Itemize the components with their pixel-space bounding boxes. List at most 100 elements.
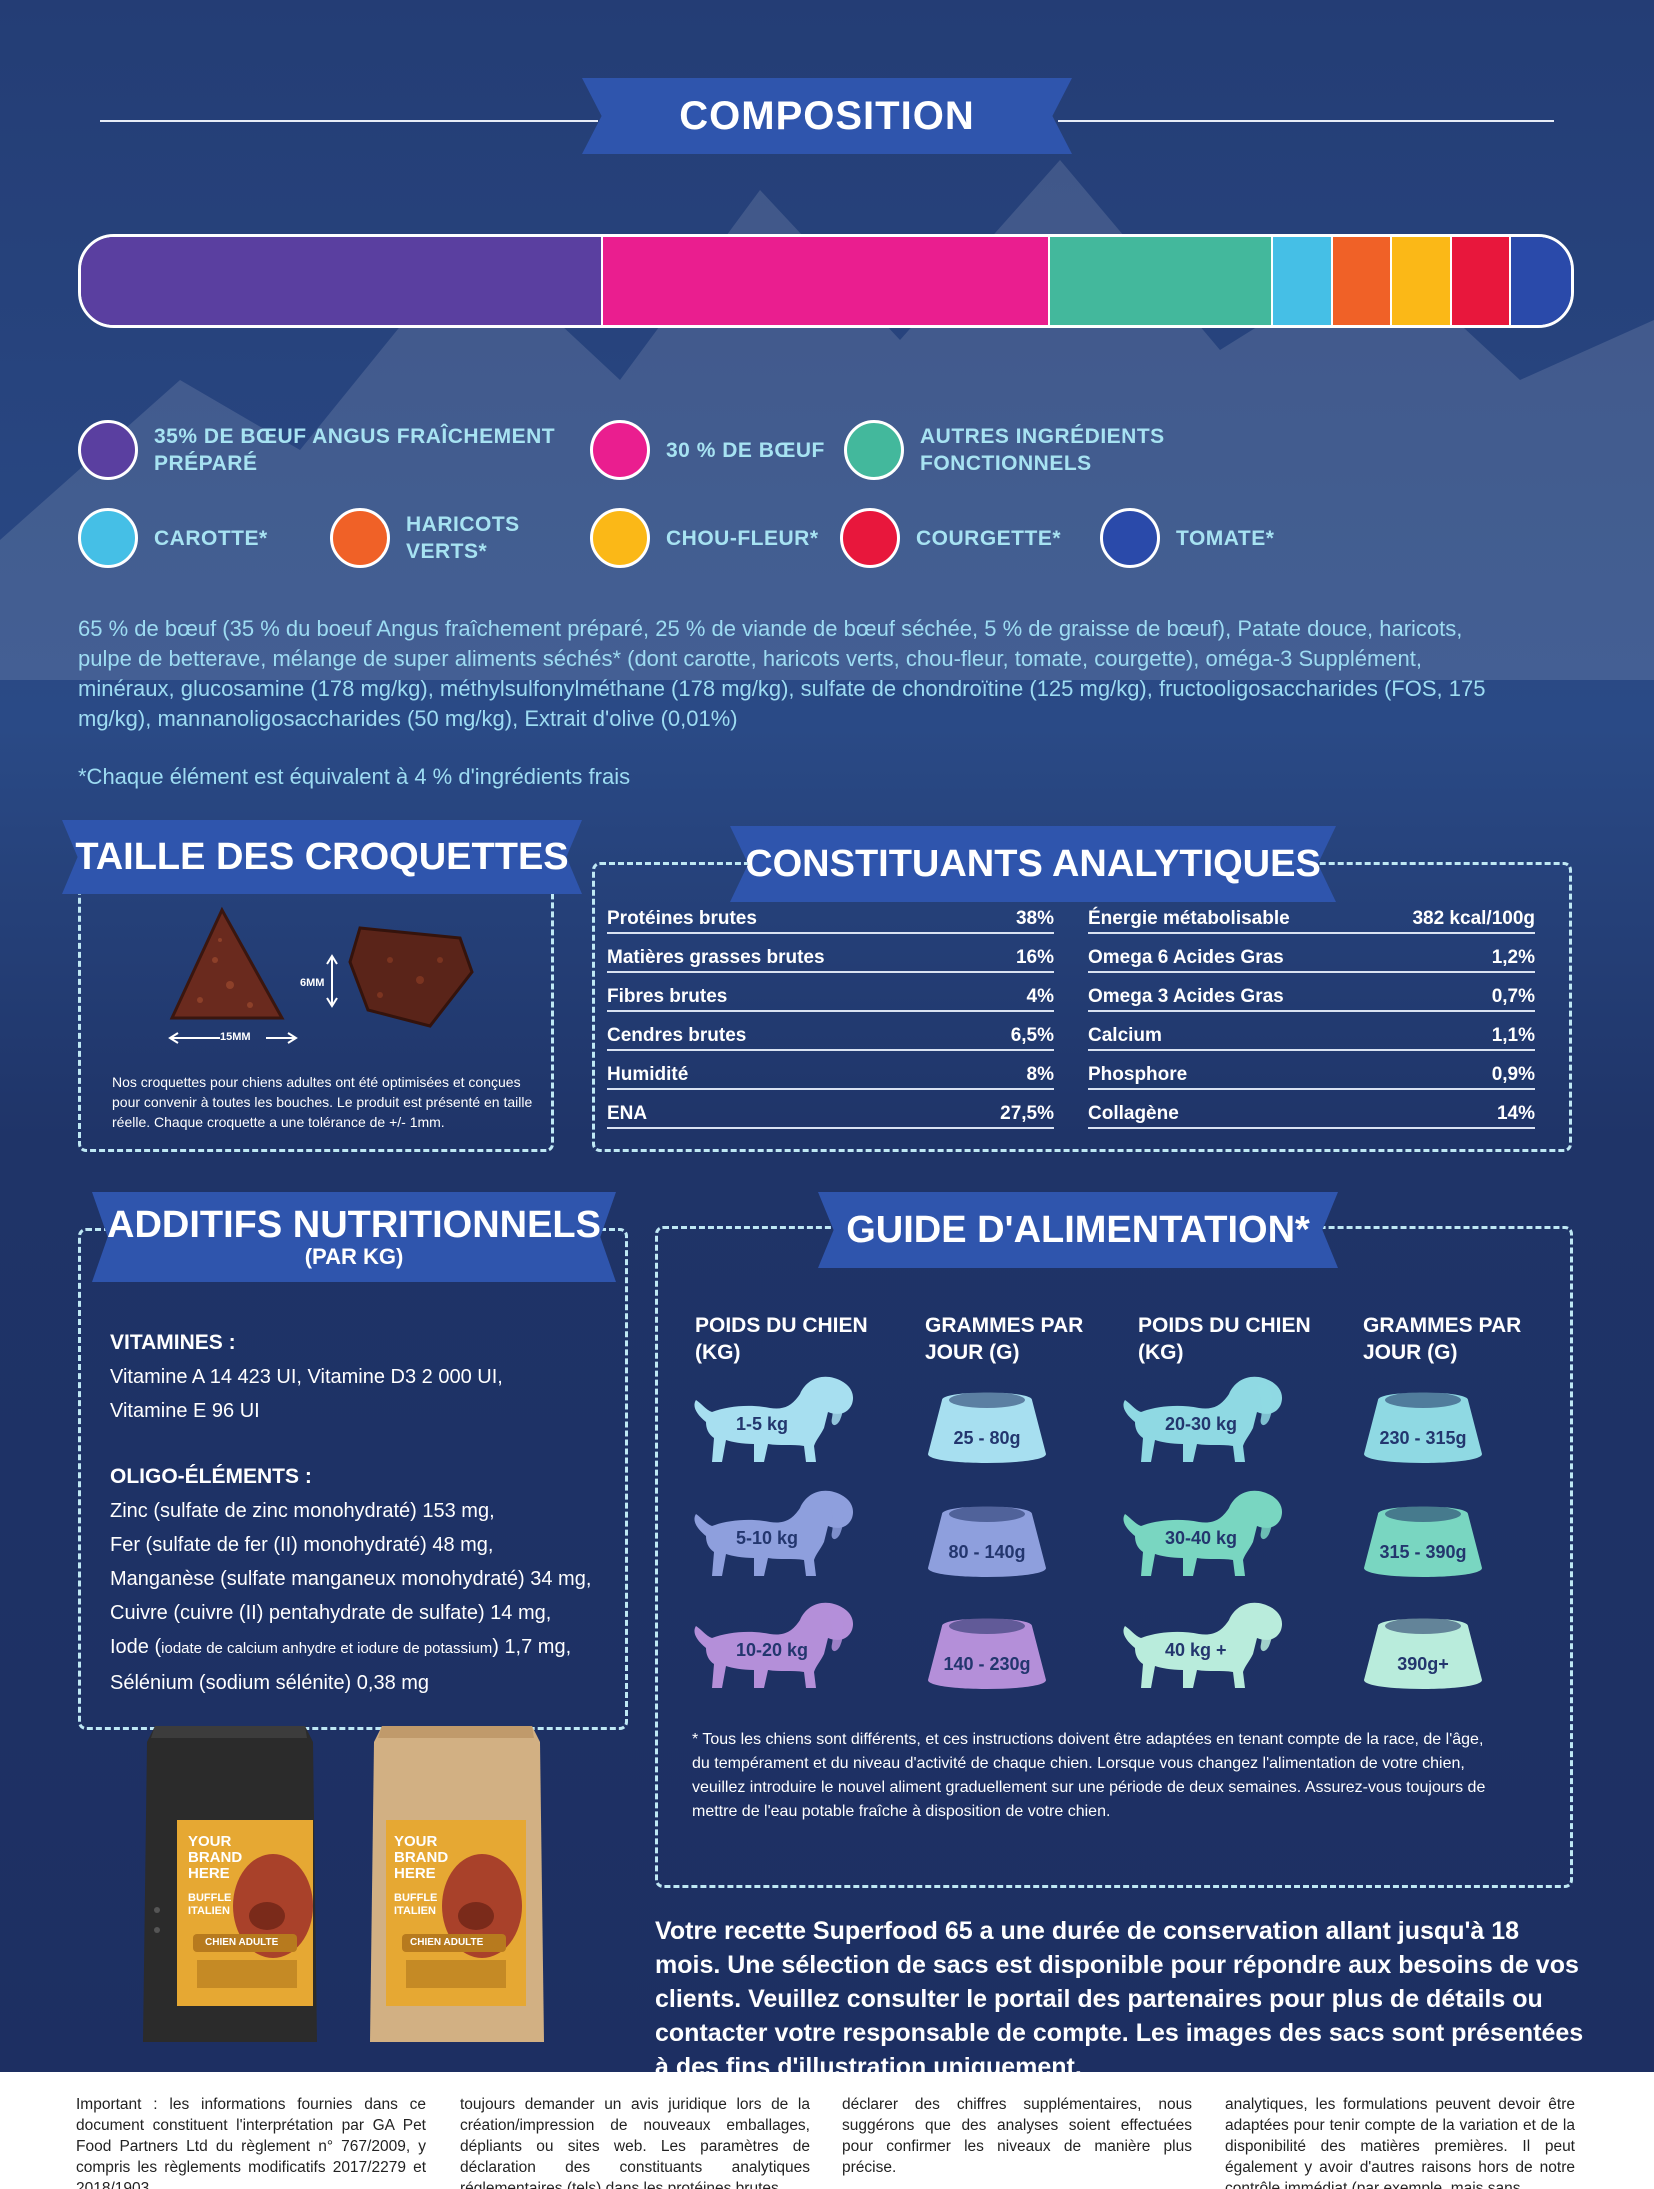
analytique-label: Collagène <box>1088 1103 1179 1124</box>
guide-title: GUIDE D'ALIMENTATION* <box>846 1208 1310 1251</box>
analytique-label: Calcium <box>1088 1025 1162 1046</box>
legend-item: HARICOTS VERTS* <box>330 508 606 568</box>
iode-detail: iodate de calcium anhydre et iodure de p… <box>161 1640 493 1657</box>
disclaimer-col-3: déclarer des chiffres supplémentaires, n… <box>842 2096 1192 2176</box>
vitamines-line-2: Vitamine E 96 UI <box>110 1400 260 1422</box>
analytique-row: Humidité 8% <box>607 1064 1054 1090</box>
kibble-illustration <box>168 906 474 1044</box>
dog-weight-icon: 10-20 kg <box>688 1596 863 1696</box>
dog-weight-label: 10-20 kg <box>736 1640 809 1660</box>
analytique-label: Énergie métabolisable <box>1088 908 1290 929</box>
bowl-grams-icon: 80 - 140g <box>922 1500 1052 1582</box>
bar-segment-haricots <box>1332 237 1393 325</box>
analytique-value: 1,1% <box>1491 1025 1535 1046</box>
legend-label: COURGETTE* <box>916 526 1062 550</box>
legend-label: TOMATE* <box>1176 526 1275 550</box>
black-bag-image <box>143 1726 317 2042</box>
analytique-row: Énergie métabolisable 382 kcal/100g <box>1088 908 1535 934</box>
analytique-value: 0,7% <box>1491 986 1535 1007</box>
analytique-label: Omega 6 Acides Gras <box>1088 947 1284 968</box>
bar-segment-boeuf <box>602 237 1050 325</box>
oligo-line-fer: Fer (sulfate de fer (II) monohydraté) 48… <box>110 1534 494 1556</box>
legend-item: COURGETTE* <box>840 508 1061 568</box>
legend-swatch <box>590 508 650 568</box>
oligo-heading: OLIGO-ÉLÉMENTS : <box>110 1465 312 1488</box>
composition-title-ribbon: COMPOSITION <box>582 78 1072 154</box>
bar-segment-boeuf-angus <box>81 237 603 325</box>
croquettes-title: TAILLE DES CROQUETTES <box>75 835 569 878</box>
oligo-line-zinc: Zinc (sulfate de zinc monohydraté) 153 m… <box>110 1500 495 1522</box>
black-bag-brand: YOUR BRAND HERE <box>188 1833 243 1882</box>
composition-title: COMPOSITION <box>679 93 975 138</box>
bowl-grams-label: 315 - 390g <box>1379 1542 1467 1562</box>
legend-item: TOMATE* <box>1100 508 1274 568</box>
bar-segment-tomate <box>1511 237 1571 325</box>
analytiques-title-ribbon: CONSTITUANTS ANALYTIQUES <box>730 826 1336 902</box>
analytique-row: Fibres brutes 4% <box>607 986 1054 1012</box>
analytique-row: Phosphore 0,9% <box>1088 1064 1535 1090</box>
analytique-value: 16% <box>1015 947 1054 968</box>
dog-weight-icon: 1-5 kg <box>688 1370 863 1470</box>
legend-swatch <box>1100 508 1160 568</box>
analytique-value: 8% <box>1026 1064 1054 1085</box>
legend-label: AUTRES INGRÉDIENTS FONCTIONNELS <box>920 425 1165 475</box>
conservation-statement: Votre recette Superfood 65 a une durée d… <box>655 1917 1584 2081</box>
additifs-subtitle: (PAR KG) <box>304 1244 404 1269</box>
disclaimer-col-1: Important : les informations fournies da… <box>76 2096 426 2189</box>
dog-weight-label: 5-10 kg <box>736 1528 799 1548</box>
legend-item: 30 % DE BŒUF <box>590 420 825 480</box>
title-rule-left <box>100 120 598 122</box>
legend-swatch <box>78 420 138 480</box>
dog-weight-label: 30-40 kg <box>1165 1528 1238 1548</box>
guide-col-grams-1: GRAMMES PAR JOUR (G) <box>925 1314 1084 1364</box>
analytique-value: 1,2% <box>1491 947 1535 968</box>
analytique-value: 6,5% <box>1010 1025 1054 1046</box>
bowl-grams-label: 390g+ <box>1397 1654 1449 1674</box>
composition-bar <box>78 234 1574 328</box>
kraft-bag-label: CHIEN ADULTE <box>410 1937 484 1948</box>
croquettes-title-ribbon: TAILLE DES CROQUETTES <box>62 820 582 894</box>
vitamines-heading: VITAMINES : <box>110 1331 236 1354</box>
analytique-row: Collagène 14% <box>1088 1103 1535 1129</box>
analytique-value: 4% <box>1026 986 1054 1007</box>
croquettes-caption: Nos croquettes pour chiens adultes ont é… <box>112 1074 533 1130</box>
bowl-grams-icon: 25 - 80g <box>922 1386 1052 1468</box>
black-bag-flavour: BUFFLE ITALIEN <box>188 1892 232 1917</box>
bar-segment-carotte <box>1273 237 1333 325</box>
iode-suffix: ) 1,7 mg, <box>492 1636 572 1658</box>
dog-weight-icon: 40 kg + <box>1117 1596 1292 1696</box>
analytique-row: Calcium 1,1% <box>1088 1025 1535 1051</box>
dog-weight-label: 1-5 kg <box>736 1414 789 1434</box>
oligo-line-cuivre: Cuivre (cuivre (II) pentahydrate de sulf… <box>110 1602 552 1624</box>
analytique-value: 38% <box>1015 908 1054 929</box>
bowl-grams-icon: 230 - 315g <box>1358 1386 1488 1468</box>
legend-swatch <box>330 508 390 568</box>
vitamines-line-1: Vitamine A 14 423 UI, Vitamine D3 2 000 … <box>110 1366 503 1388</box>
analytique-row: Cendres brutes 6,5% <box>607 1025 1054 1051</box>
legend-swatch <box>844 420 904 480</box>
title-rule-right <box>1058 120 1554 122</box>
disclaimer-section: Important : les informations fournies da… <box>0 2072 1654 2189</box>
kraft-bag-brand: YOUR BRAND HERE <box>394 1833 449 1882</box>
disclaimer-col-4: analytiques, les formulations peuvent de… <box>1225 2096 1575 2189</box>
dog-weight-icon: 30-40 kg <box>1117 1484 1292 1584</box>
additifs-title-ribbon: ADDITIFS NUTRITIONNELS (PAR KG) <box>92 1192 616 1282</box>
legend-swatch <box>590 420 650 480</box>
guide-col-weight-2: POIDS DU CHIEN (KG) <box>1138 1314 1311 1364</box>
analytique-value: 27,5% <box>1000 1103 1054 1124</box>
analytique-label: ENA <box>607 1103 648 1124</box>
oligo-line-manganese: Manganèse (sulfate manganeux monohydraté… <box>110 1568 592 1590</box>
oligo-line-selenium: Sélénium (sodium sélénite) 0,38 mg <box>110 1672 430 1694</box>
bowl-grams-label: 230 - 315g <box>1379 1428 1467 1448</box>
dog-weight-label: 40 kg + <box>1165 1640 1227 1660</box>
legend-swatch <box>78 508 138 568</box>
analytique-label: Humidité <box>607 1064 689 1085</box>
legend-label: CAROTTE* <box>154 526 268 550</box>
mountain-illustration <box>0 160 1654 680</box>
guide-title-ribbon: GUIDE D'ALIMENTATION* <box>818 1192 1338 1268</box>
kraft-bag-image <box>370 1726 544 2042</box>
legend-label: 30 % DE BŒUF <box>666 438 825 462</box>
bar-segment-autres <box>1049 237 1273 325</box>
bowl-grams-icon: 140 - 230g <box>922 1612 1052 1694</box>
legend-label: CHOU-FLEUR* <box>666 526 819 550</box>
